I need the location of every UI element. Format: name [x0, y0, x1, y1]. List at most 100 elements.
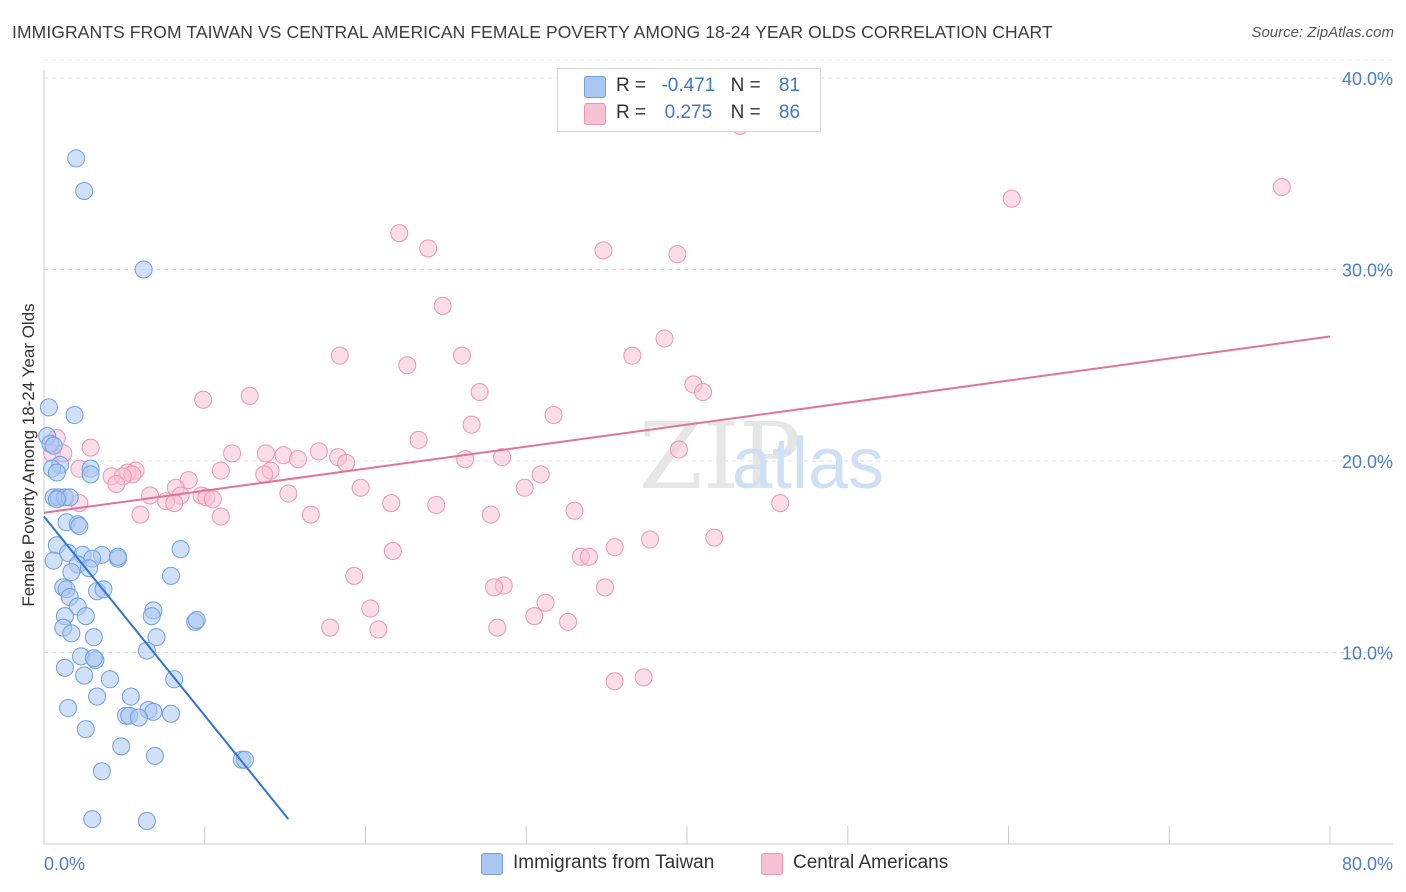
- central-americans-point: [705, 528, 724, 547]
- central-americans-point: [1002, 189, 1021, 208]
- central-americans-point: [330, 346, 349, 365]
- central-americans-point: [427, 496, 446, 515]
- stats-legend: R = -0.471 N = 81 R = 0.275 N = 86: [557, 68, 821, 132]
- central-americans-point: [337, 453, 356, 472]
- central-americans-point: [301, 505, 320, 524]
- central-americans-point: [694, 383, 713, 402]
- taiwan-point: [75, 666, 94, 685]
- central-americans-point: [668, 245, 687, 264]
- taiwan-point: [81, 465, 100, 484]
- central-americans-point: [605, 538, 624, 557]
- taiwan-point: [76, 607, 95, 626]
- taiwan-point: [62, 563, 81, 582]
- y-tick-label: 40.0%: [1342, 69, 1393, 89]
- central-americans-point: [565, 501, 584, 520]
- central-americans-point: [559, 612, 578, 631]
- taiwan-point: [47, 463, 66, 482]
- central-americans-point: [456, 450, 475, 469]
- central-americans-point: [409, 430, 428, 449]
- central-americans-point: [382, 494, 401, 513]
- legend-n-value-taiwan: 81: [778, 75, 801, 96]
- taiwan-point: [84, 649, 103, 668]
- taiwan-point: [70, 517, 89, 536]
- source-label: Source: ZipAtlas.com: [1251, 24, 1394, 41]
- taiwan-point: [44, 551, 63, 570]
- central-americans-point: [211, 507, 230, 526]
- central-americans-point: [165, 494, 184, 513]
- central-americans-point: [321, 618, 340, 637]
- taiwan-point: [137, 641, 156, 660]
- central-americans-point: [433, 296, 452, 315]
- central-americans-point: [579, 547, 598, 566]
- central-americans-point: [462, 415, 481, 434]
- central-americans-point: [452, 346, 471, 365]
- central-americans-point: [369, 620, 388, 639]
- taiwan-point: [55, 658, 74, 677]
- taiwan-point: [134, 260, 153, 279]
- legend-swatch-taiwan: [584, 76, 606, 98]
- central-americans-trendline: [43, 335, 1331, 514]
- taiwan-point: [129, 708, 148, 727]
- taiwan-point: [88, 687, 107, 706]
- bottom-legend-swatch-central-americans: [761, 853, 783, 875]
- taiwan-point: [161, 704, 180, 723]
- taiwan-point: [187, 610, 206, 629]
- central-americans-point: [669, 440, 688, 459]
- taiwan-point: [44, 436, 63, 455]
- central-americans-point: [361, 599, 380, 618]
- y-tick-label: 30.0%: [1342, 261, 1393, 281]
- central-americans-point: [771, 494, 790, 513]
- taiwan-point: [108, 547, 127, 566]
- central-americans-point: [255, 465, 274, 484]
- trend-lines: [43, 335, 1331, 820]
- taiwan-point: [121, 687, 140, 706]
- y-tick-labels: 10.0% 20.0% 30.0% 40.0%: [1342, 69, 1393, 664]
- legend-r-value-taiwan: -0.471: [661, 75, 716, 96]
- central-americans-point: [623, 346, 642, 365]
- bottom-legend-swatch-taiwan: [481, 853, 503, 875]
- bottom-legend-label-central-americans: Central Americans: [793, 852, 949, 873]
- central-americans-point: [279, 484, 298, 503]
- central-americans-point: [655, 329, 674, 348]
- x-tick-marks: [43, 826, 1331, 844]
- taiwan-point: [76, 720, 95, 739]
- central-americans-point: [488, 618, 507, 637]
- legend-n-value-central-americans: 86: [778, 102, 801, 123]
- central-americans-point: [240, 386, 259, 405]
- central-americans-point: [345, 566, 364, 585]
- taiwan-point: [235, 750, 254, 769]
- central-americans-points: [43, 116, 1291, 691]
- taiwan-point: [171, 540, 190, 559]
- taiwan-point: [112, 737, 131, 756]
- taiwan-point: [47, 490, 66, 509]
- taiwan-point: [75, 181, 94, 200]
- central-americans-point: [288, 450, 307, 469]
- y-tick-label: 10.0%: [1342, 644, 1393, 664]
- central-americans-point: [211, 461, 230, 480]
- taiwan-point: [62, 624, 81, 643]
- central-americans-point: [544, 406, 563, 425]
- bottom-legend-label-taiwan: Immigrants from Taiwan: [513, 852, 715, 873]
- central-americans-point: [1272, 178, 1291, 197]
- central-americans-point: [223, 444, 242, 463]
- y-axis-label: Female Poverty Among 18-24 Year Olds: [19, 303, 38, 606]
- central-americans-point: [131, 505, 150, 524]
- y-tick-label: 20.0%: [1342, 452, 1393, 472]
- central-americans-point: [81, 438, 100, 457]
- taiwan-point: [161, 566, 180, 585]
- watermark-atlas: atlas: [732, 424, 884, 504]
- taiwan-point: [142, 607, 161, 626]
- central-americans-point: [107, 474, 126, 493]
- taiwan-trendline: [43, 515, 290, 820]
- central-americans-point: [515, 478, 534, 497]
- taiwan-point: [84, 628, 103, 647]
- taiwan-point: [137, 812, 156, 831]
- legend-r-label: R =: [616, 75, 647, 96]
- central-americans-point: [536, 593, 555, 612]
- taiwan-point: [80, 559, 99, 578]
- central-americans-point: [398, 356, 417, 375]
- taiwan-point: [65, 406, 84, 425]
- taiwan-point: [145, 746, 164, 765]
- central-americans-point: [596, 578, 615, 597]
